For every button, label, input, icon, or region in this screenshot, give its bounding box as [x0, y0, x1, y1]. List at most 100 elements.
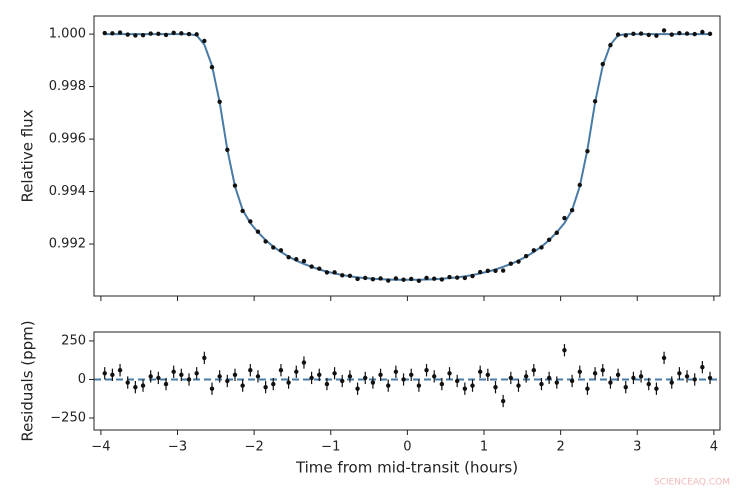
data-point — [110, 31, 115, 36]
data-point — [102, 30, 107, 36]
x-tick-label: −2 — [245, 440, 264, 455]
data-point — [684, 374, 690, 379]
data-point — [523, 374, 529, 379]
data-point — [539, 245, 544, 250]
data-point — [493, 384, 498, 390]
data-point — [654, 33, 659, 38]
data-point — [485, 372, 491, 378]
y-tick-label: 0.994 — [49, 184, 86, 199]
data-point — [416, 278, 422, 283]
data-point — [508, 261, 514, 266]
data-point — [608, 42, 613, 48]
data-point — [416, 383, 422, 388]
data-point — [569, 378, 575, 384]
data-point — [286, 254, 291, 260]
data-point — [386, 383, 391, 388]
data-point — [531, 368, 537, 373]
data-point — [546, 237, 552, 243]
data-point — [539, 381, 544, 387]
data-point — [248, 368, 253, 373]
data-point — [393, 276, 399, 281]
data-point — [186, 377, 192, 382]
data-point — [700, 29, 705, 35]
y-axis-label: Relative flux — [19, 109, 37, 202]
axes-frame — [93, 15, 721, 297]
data-point — [347, 273, 353, 278]
y-tick-label: 0 — [78, 372, 86, 387]
data-point — [294, 369, 299, 374]
data-point — [317, 266, 322, 271]
data-point — [156, 375, 161, 381]
data-point — [202, 38, 207, 44]
data-point — [470, 273, 475, 279]
data-point — [585, 148, 590, 154]
y-tick-label: 250 — [61, 333, 86, 348]
x-tick-label: 3 — [633, 440, 641, 455]
data-point — [684, 31, 690, 36]
data-point — [401, 377, 406, 382]
data-point — [309, 264, 314, 269]
data-point — [454, 378, 460, 384]
data-point — [309, 375, 314, 381]
data-point — [477, 269, 483, 275]
data-point — [692, 31, 697, 37]
data-point — [163, 381, 169, 387]
data-point — [470, 383, 475, 388]
y-tick-label: 1.000 — [49, 27, 86, 42]
data-point — [562, 215, 567, 221]
data-point — [592, 99, 598, 104]
data-point — [263, 239, 268, 244]
data-point — [324, 381, 330, 387]
data-point — [248, 219, 253, 224]
data-point — [133, 33, 138, 38]
data-point — [301, 258, 307, 264]
data-point — [133, 384, 138, 390]
data-point — [493, 268, 498, 274]
data-point — [163, 32, 169, 38]
data-point — [700, 364, 705, 370]
data-point — [217, 374, 222, 379]
data-point — [271, 245, 276, 250]
data-point — [240, 383, 245, 388]
x-tick-label: 4 — [710, 440, 718, 455]
data-point — [209, 64, 215, 70]
data-point — [646, 381, 651, 387]
data-point — [508, 375, 514, 381]
data-point — [592, 371, 598, 376]
data-point — [677, 30, 682, 36]
data-point — [370, 277, 376, 282]
data-point — [278, 368, 284, 373]
data-point — [340, 273, 345, 278]
data-point — [179, 31, 184, 36]
data-point — [324, 270, 330, 275]
x-tick-label: −4 — [91, 440, 110, 455]
data-point — [562, 347, 567, 353]
data-point — [225, 147, 230, 153]
data-point — [654, 386, 659, 391]
data-point — [363, 375, 368, 381]
data-point — [409, 372, 414, 378]
data-point — [531, 248, 537, 253]
data-point — [294, 257, 299, 262]
data-point — [585, 386, 590, 391]
data-point — [631, 31, 636, 37]
data-point — [355, 386, 360, 391]
data-point — [401, 277, 406, 282]
data-point — [301, 360, 307, 365]
data-point — [148, 31, 153, 36]
data-point — [477, 369, 483, 374]
data-point — [447, 371, 452, 376]
data-point — [600, 368, 605, 373]
data-point — [577, 182, 582, 188]
data-point — [623, 33, 628, 38]
data-point — [424, 368, 429, 373]
data-point — [347, 374, 353, 379]
data-point — [225, 378, 230, 384]
data-point — [523, 253, 529, 259]
data-point — [631, 375, 636, 381]
data-point — [546, 375, 552, 381]
model-line — [104, 33, 711, 281]
data-point — [692, 377, 697, 382]
data-point — [194, 371, 199, 376]
data-point — [340, 378, 345, 384]
